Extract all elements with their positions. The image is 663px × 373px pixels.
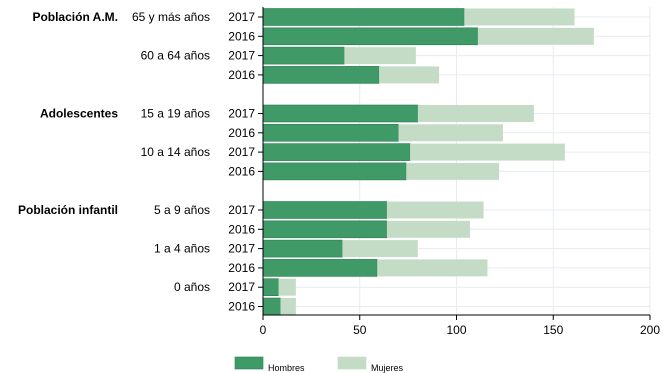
bar-mujeres — [386, 201, 484, 219]
legend-hombres-swatch — [234, 356, 264, 370]
bar-hombres — [262, 162, 407, 181]
legend-hombres-label: Hombres — [268, 363, 305, 373]
year-label: 2016 — [228, 126, 255, 140]
bar-mujeres — [342, 240, 418, 258]
bar-mujeres — [280, 298, 296, 315]
category-label: 1 a 4 años — [154, 242, 210, 256]
year-label: 2016 — [228, 222, 255, 236]
year-label: 2016 — [228, 68, 255, 82]
year-label: 2017 — [228, 280, 255, 294]
bar-mujeres — [377, 259, 488, 277]
year-label: 2017 — [228, 107, 255, 121]
bar-mujeres — [464, 8, 575, 26]
bar-mujeres — [398, 124, 503, 142]
year-label: 2016 — [228, 164, 255, 178]
bar-hombres — [262, 201, 388, 219]
x-tick-label: 100 — [446, 323, 466, 337]
bar-hombres — [262, 46, 345, 65]
bar-mujeres — [386, 220, 471, 238]
category-label: 5 a 9 años — [154, 203, 210, 217]
year-label: 2016 — [228, 261, 255, 275]
bar-hombres — [262, 27, 479, 46]
bar-hombres — [262, 143, 411, 161]
year-label: 2016 — [228, 29, 255, 43]
category-label: 10 a 14 años — [141, 145, 210, 159]
year-label: 2017 — [228, 49, 255, 63]
bar-hombres — [262, 66, 380, 84]
year-label: 2017 — [228, 242, 255, 256]
bar-mujeres — [417, 105, 534, 122]
bar-hombres — [262, 124, 399, 142]
bar-hombres — [262, 220, 388, 239]
bar-mujeres — [344, 47, 416, 65]
legend-mujeres-swatch — [337, 356, 367, 370]
x-tick-label: 50 — [353, 323, 367, 337]
bar-hombres — [262, 239, 343, 258]
year-label: 2017 — [228, 10, 255, 24]
bar-hombres — [262, 278, 279, 297]
category-label: 65 y más años — [132, 10, 210, 24]
bar-mujeres — [278, 278, 296, 296]
group-label: Población infantil — [18, 203, 118, 217]
bar-mujeres — [379, 66, 440, 84]
legend: Hombres Mujeres — [234, 356, 404, 373]
year-label: 2016 — [228, 300, 255, 314]
bar-mujeres — [477, 27, 594, 45]
bar-hombres — [262, 259, 378, 277]
category-label: 60 a 64 años — [141, 49, 210, 63]
bar-hombres — [262, 8, 465, 26]
category-labels: 2017 65 y más años Población A.M. 2016 2017 6… — [18, 10, 255, 314]
bar-mujeres — [410, 143, 565, 161]
bar-hombres — [262, 104, 419, 123]
bar-hombres — [262, 297, 281, 316]
group-label: Adolescentes — [40, 107, 118, 121]
year-label: 2017 — [228, 145, 255, 159]
group-label: Población A.M. — [32, 10, 118, 24]
x-tick-label: 150 — [543, 323, 563, 337]
year-label: 2017 — [228, 203, 255, 217]
x-tick-label: 200 — [640, 323, 660, 337]
bars — [262, 8, 594, 316]
category-label: 15 a 19 años — [141, 107, 210, 121]
category-label: 0 años — [174, 280, 210, 294]
bar-mujeres — [406, 162, 500, 180]
x-tick-label: 0 — [260, 323, 267, 337]
axes: 0 50 100 150 200 — [258, 7, 660, 337]
legend-mujeres-label: Mujeres — [371, 363, 404, 373]
